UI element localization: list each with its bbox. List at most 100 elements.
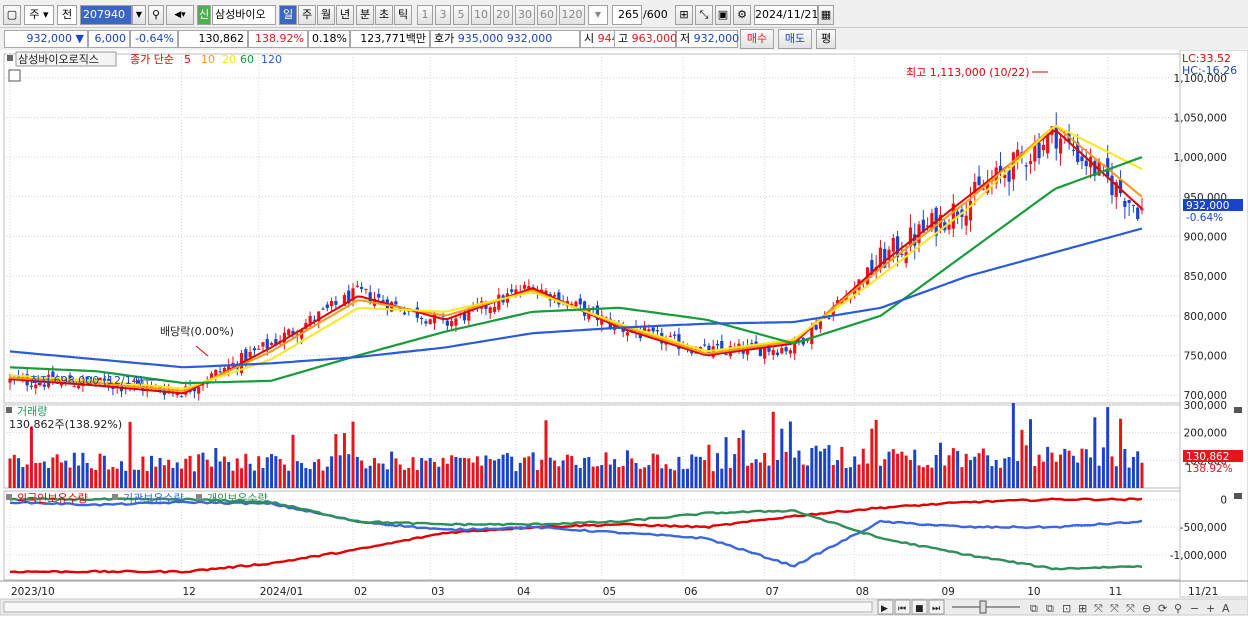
bar-count-input[interactable]: 265 [612,5,642,25]
interval-120[interactable]: 120 [559,5,585,25]
volume-bar [797,450,801,488]
volume-bar [428,458,432,488]
candle-body [381,300,385,303]
volume-bar [793,457,797,488]
candle-body [1050,126,1054,135]
playback-button-2[interactable] [911,599,928,615]
chart-tool-icon[interactable]: ⊞ [675,5,693,25]
candle-body [998,165,1003,173]
candle-body [72,386,76,388]
volume-bar [776,459,780,488]
volume-bar [943,465,947,488]
tab-week[interactable]: 주 [298,5,316,25]
volume-bar [1101,447,1105,488]
tab-month[interactable]: 월 [317,5,335,25]
interval-20[interactable]: 20 [493,5,513,25]
volume-bar [930,467,934,488]
legend-name-box [15,51,117,67]
interval-3[interactable]: 3 [435,5,451,25]
save-icon[interactable]: ▣ [715,5,731,25]
tab-minute[interactable]: 분 [356,5,374,25]
volume-bar [124,470,128,488]
tab-second[interactable]: 초 [375,5,393,25]
candle-body [870,260,874,275]
candle-body [793,341,797,354]
period-type-select[interactable]: 주 ▾ [24,5,54,25]
interval-30[interactable]: 30 [515,5,535,25]
table-icon [8,69,21,82]
volume-bar [994,460,998,488]
volume-bar [94,469,98,488]
candle-body [900,253,904,255]
volume-bar [1011,402,1015,488]
x-tick-label: 2023/10 [11,586,55,598]
dividend-arrow [195,345,209,357]
volume-bar [25,464,29,488]
candle-body [102,378,106,382]
tab-day[interactable]: 일 [279,5,297,25]
volume-bar [231,470,235,488]
volume-bar [548,457,552,488]
candle-body [827,317,831,319]
volume-bar [424,460,428,488]
interval-10[interactable]: 10 [471,5,491,25]
interval-5[interactable]: 5 [453,5,469,25]
interval-60[interactable]: 60 [537,5,557,25]
playback-button-3[interactable] [928,599,945,615]
volume-bar [450,455,454,488]
buy-button[interactable]: 매수 [740,29,774,49]
volume-bar [64,460,68,488]
volume-bar [368,465,372,488]
tab-tick[interactable]: 틱 [394,5,412,25]
market-select[interactable]: 전 [57,5,77,25]
eval-button[interactable]: 평 [816,29,836,49]
volume-bar [141,456,145,488]
date-input[interactable]: 2024/11/21 [754,5,818,25]
volume-bar [59,462,63,488]
volume-bar [767,465,771,488]
interval-1[interactable]: 1 [417,5,433,25]
volume-bar [488,459,492,488]
volume-bars-group [8,402,1144,488]
volume-bar [463,457,467,488]
speaker-icon[interactable]: ◀▾ [166,5,194,25]
gear-icon[interactable]: ⚙ [733,5,751,25]
tool-icon-10: − [1190,602,1199,615]
code-dropdown-icon[interactable]: ▼ [132,5,146,25]
candle-body [269,342,274,346]
volume-bar [377,463,381,488]
window-menu-icon[interactable]: ▢ [3,5,21,25]
interval-dropdown-icon[interactable]: ▼ [588,5,608,25]
volume-bar [398,464,402,488]
stock-code-input[interactable]: 207940 [80,5,132,25]
candle-body [197,387,201,394]
volume-bar [711,471,715,488]
volume-bar [1003,458,1007,488]
candle-body [763,348,767,359]
volume-bar [210,466,214,488]
trade-amount: 123,771백만 [350,30,430,48]
volume-bar [8,458,12,488]
volume-bar [145,470,149,488]
volume-bar [42,461,46,488]
calendar-icon[interactable]: ▦ [818,5,834,25]
volume-bar [638,468,642,488]
volume-bar [574,464,578,488]
playback-button-0[interactable] [877,599,894,615]
volume-bar [587,457,591,488]
candle-body [107,378,111,388]
tool-icon-6: ⤧ [1126,602,1135,615]
candle-body [77,385,81,389]
candle-body [673,334,677,336]
volume-bar [960,467,964,488]
search-icon[interactable]: ⚲ [148,5,164,25]
volume-bar [1016,461,1020,488]
volume-bar [1089,457,1093,488]
candle-body [1136,207,1140,220]
playback-button-1[interactable] [894,599,911,615]
sell-button[interactable]: 매도 [778,29,812,49]
tab-year[interactable]: 년 [336,5,354,25]
draw-tool-icon[interactable]: ⤡ [695,5,713,25]
volume-bar [437,466,441,488]
volume-bar [595,466,599,488]
